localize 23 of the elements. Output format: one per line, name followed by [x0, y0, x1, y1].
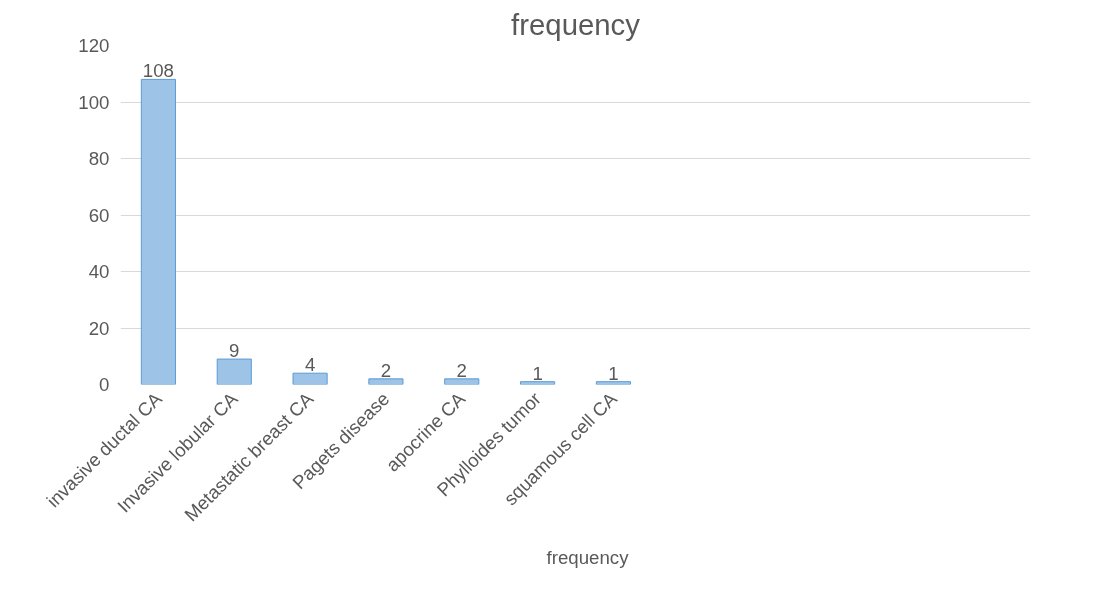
y-tick-label: 60	[88, 204, 110, 226]
bar	[520, 381, 556, 385]
bar	[140, 78, 176, 385]
y-tick-label: 20	[88, 317, 110, 339]
y-tick-label: 100	[78, 91, 110, 113]
data-label: 108	[142, 60, 174, 82]
data-label: 1	[608, 362, 619, 384]
data-label: 2	[380, 359, 392, 381]
bar	[368, 378, 404, 385]
data-label: 4	[304, 354, 316, 376]
y-tick-label: 80	[88, 148, 110, 169]
bar	[292, 372, 328, 385]
y-tick-label: 40	[88, 261, 110, 282]
data-label: 9	[229, 340, 240, 362]
data-label: 2	[456, 359, 467, 381]
bar	[216, 358, 252, 385]
text: frequency	[546, 546, 629, 569]
bar	[595, 381, 631, 385]
data-label: 1	[532, 362, 543, 384]
y-tick-label: 120	[78, 35, 110, 56]
chart-title: frequency	[511, 7, 641, 41]
y-tick-label: 0	[99, 374, 110, 395]
bar	[444, 378, 480, 385]
